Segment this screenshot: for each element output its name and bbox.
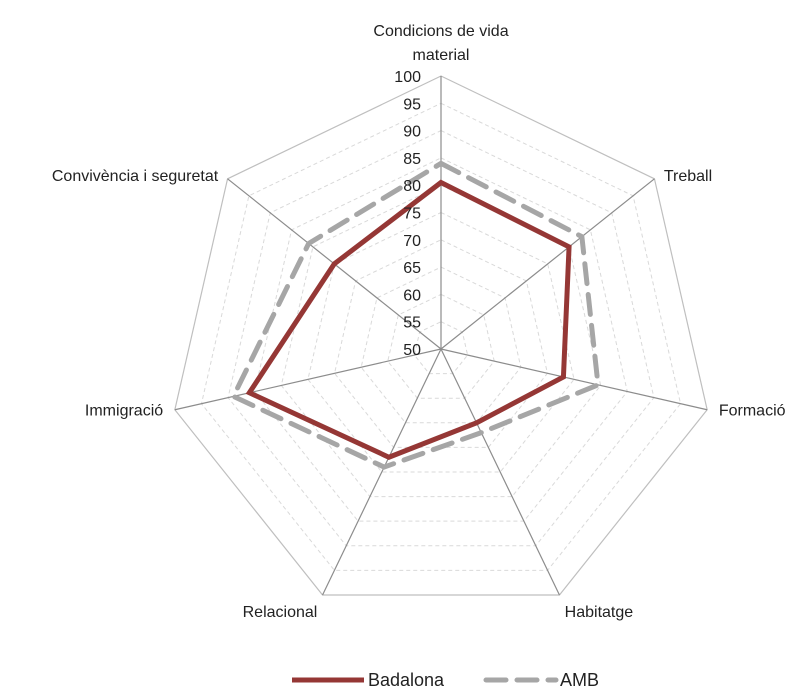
category-label-6: Convivència i seguretat (52, 168, 219, 185)
tick-label-65: 65 (403, 260, 421, 277)
grid-ring-65 (360, 266, 522, 424)
grid-ring-95 (200, 102, 682, 571)
grid-ring-80 (280, 184, 602, 498)
tick-label-95: 95 (403, 96, 421, 113)
tick-label-55: 55 (403, 315, 421, 332)
grid-ring-100 (174, 75, 708, 596)
radial-tick-labels: 50 55 60 65 70 75 80 85 90 95 100 (394, 69, 421, 359)
spoke-1 (440, 178, 655, 350)
category-label-0: Condicions de vida (373, 23, 508, 40)
spoke-3 (440, 348, 560, 596)
grid-ring-60 (387, 293, 495, 399)
spoke-4 (322, 348, 442, 596)
tick-label-90: 90 (403, 124, 421, 141)
spoke-5 (174, 348, 442, 411)
tick-label-50: 50 (403, 342, 421, 359)
series-badalona-line (245, 179, 572, 460)
tick-label-75: 75 (403, 206, 421, 223)
category-label-3: Habitatge (565, 604, 634, 621)
radar-series (230, 160, 601, 470)
legend-label-badalona: Badalona (368, 670, 445, 690)
category-label-1: Treball (664, 168, 712, 185)
radar-spokes (174, 76, 708, 596)
category-label-5: Immigració (85, 403, 163, 420)
category-label-2: Formació (719, 403, 786, 420)
category-labels: Condicions de vida material Treball Formaci… (52, 23, 786, 621)
spoke-2 (440, 348, 708, 411)
tick-label-85: 85 (403, 151, 421, 168)
category-label-4: Relacional (243, 604, 318, 621)
series-amb-line (230, 160, 601, 470)
grid-ring-75 (307, 211, 575, 473)
category-label-0: material (413, 47, 470, 64)
tick-label-100: 100 (394, 69, 421, 86)
legend: Badalona AMB (292, 670, 599, 690)
tick-label-80: 80 (403, 178, 421, 195)
tick-label-60: 60 (403, 287, 421, 304)
tick-label-70: 70 (403, 233, 421, 250)
grid-ring-85 (254, 157, 628, 522)
legend-label-amb: AMB (560, 670, 599, 690)
